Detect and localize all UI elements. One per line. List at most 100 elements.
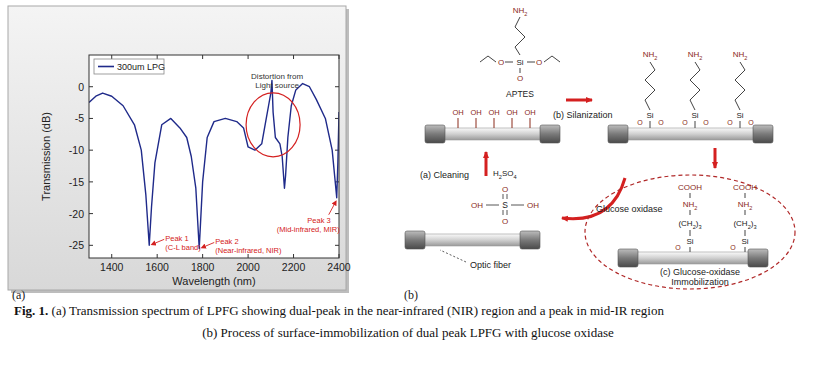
oxygen: O xyxy=(637,119,643,126)
fiber-core xyxy=(413,234,532,246)
text-run: NH xyxy=(688,50,700,59)
x-tick-label: 1800 xyxy=(191,261,215,273)
oxygen: O xyxy=(517,74,523,83)
annotation-arrow xyxy=(152,239,164,244)
carboxyl: COOH xyxy=(733,183,757,192)
y-tick xyxy=(89,118,93,119)
text-run: 2 xyxy=(694,205,697,211)
hydroxyl: OH xyxy=(470,108,481,117)
step-label: (a) Cleaning xyxy=(420,170,469,180)
bond xyxy=(745,193,746,198)
fiber-bare xyxy=(405,231,540,249)
bond xyxy=(650,121,651,128)
x-tick xyxy=(293,254,294,258)
chain xyxy=(544,56,560,62)
y-tick-label: -15 xyxy=(69,176,84,188)
fiber-cap xyxy=(753,125,773,143)
y-tick xyxy=(335,86,339,87)
fiber-cap xyxy=(425,125,445,143)
step-arrow xyxy=(485,152,488,176)
fiber-core xyxy=(433,128,552,140)
text-run: NH xyxy=(513,6,525,15)
hydroxyl: OH xyxy=(452,108,463,117)
step-arrow xyxy=(714,148,717,168)
panel-label: (b) xyxy=(404,288,418,302)
annotation: (C-L band) xyxy=(165,243,201,252)
amine: NH2 xyxy=(733,50,748,61)
x-tick-label: 2000 xyxy=(236,261,260,273)
pointer xyxy=(440,250,466,262)
bond xyxy=(690,230,691,236)
bond xyxy=(503,194,504,199)
amine: NH2 xyxy=(738,200,753,211)
bond xyxy=(740,121,741,128)
annotation: (Near-infrared, NIR) xyxy=(215,246,282,255)
fiber-cleaned xyxy=(425,125,560,143)
text-run: NH xyxy=(733,50,745,59)
text-run: NH xyxy=(738,200,750,209)
oxygen: O xyxy=(502,185,508,194)
text-run: 2 xyxy=(699,55,702,61)
y-tick xyxy=(89,181,93,182)
annotation: Peak 3 xyxy=(307,216,330,225)
bond xyxy=(527,62,535,63)
chain xyxy=(690,62,700,110)
text-run: 2 xyxy=(654,55,657,61)
chain xyxy=(645,62,655,110)
fiber-cap xyxy=(748,249,768,267)
x-tick xyxy=(157,254,158,258)
hydroxyl: OH xyxy=(471,201,483,210)
annotations: Peak 1(C-L band)Peak 2(Near-infrared, NI… xyxy=(152,72,340,256)
x-tick-label: 2400 xyxy=(327,261,351,273)
step-label: (c) Glucose-oxidase xyxy=(660,267,740,277)
x-tick xyxy=(248,55,249,59)
y-tick xyxy=(335,245,339,246)
y-axis-label: Transmission (dB) xyxy=(40,112,52,201)
y-tick-label: 0 xyxy=(78,81,84,93)
fiber-cap xyxy=(608,125,628,143)
x-tick-label: 1400 xyxy=(100,261,124,273)
oxygen: O xyxy=(675,244,681,251)
silicon: Si xyxy=(741,237,748,246)
x-tick xyxy=(157,55,158,59)
amine: NH2 xyxy=(513,6,528,17)
enzyme-label: Glucose oxidase xyxy=(596,204,663,214)
panel-label: (a) xyxy=(12,288,25,302)
annotation: Distortion from xyxy=(251,72,303,81)
y-tick xyxy=(89,150,93,151)
diagram: OHOHOHOHOHNH2SiOOOAPTES(b) SilanizationO… xyxy=(405,6,795,289)
y-tick xyxy=(89,86,93,87)
bond xyxy=(476,118,477,128)
chain xyxy=(480,56,496,62)
fiber-cap xyxy=(520,231,540,249)
oxygen: O xyxy=(682,119,688,126)
x-tick-label: 2200 xyxy=(282,261,306,273)
step-label: Immobilization xyxy=(671,277,729,287)
oxygen: O xyxy=(748,119,754,126)
reagent: H2SO4 xyxy=(493,169,517,180)
oxygen: O xyxy=(536,58,542,67)
caption-label: Fig. 1. xyxy=(14,303,48,318)
oxygen: O xyxy=(703,119,709,126)
oxygen: O xyxy=(502,217,508,226)
linker: (CH2)3 xyxy=(678,219,701,230)
hydroxyl: OH xyxy=(524,108,535,117)
bond xyxy=(690,247,691,252)
y-tick xyxy=(89,213,93,214)
legend-label: 300um LPG xyxy=(117,62,165,72)
legend: 300um LPG xyxy=(94,59,165,74)
caption-text: (a) Transmission spectrum of LPFG showin… xyxy=(48,303,664,318)
silicon: Si xyxy=(691,111,698,120)
hydroxyl: OH xyxy=(488,108,499,117)
oxygen: O xyxy=(730,244,736,251)
annotation: (Mid-infrared, MIR) xyxy=(277,225,340,234)
silicon: Si xyxy=(736,111,743,120)
bond xyxy=(458,118,459,128)
bond xyxy=(745,247,746,252)
reagent: APTES xyxy=(506,89,534,99)
x-axis-label: Wavelength (nm) xyxy=(172,275,255,287)
text-run: 3 xyxy=(753,224,756,230)
y-tick-label: -10 xyxy=(69,144,84,156)
x-tick-label: 1600 xyxy=(146,261,170,273)
bond xyxy=(494,118,495,128)
